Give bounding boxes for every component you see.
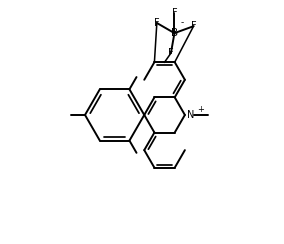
Text: F: F — [172, 8, 177, 18]
Text: F: F — [154, 18, 160, 28]
Text: -: - — [181, 18, 184, 27]
Text: N: N — [187, 110, 195, 120]
Text: F: F — [191, 21, 196, 31]
Text: +: + — [197, 105, 204, 114]
Text: F: F — [168, 48, 174, 58]
Text: B: B — [171, 28, 178, 38]
